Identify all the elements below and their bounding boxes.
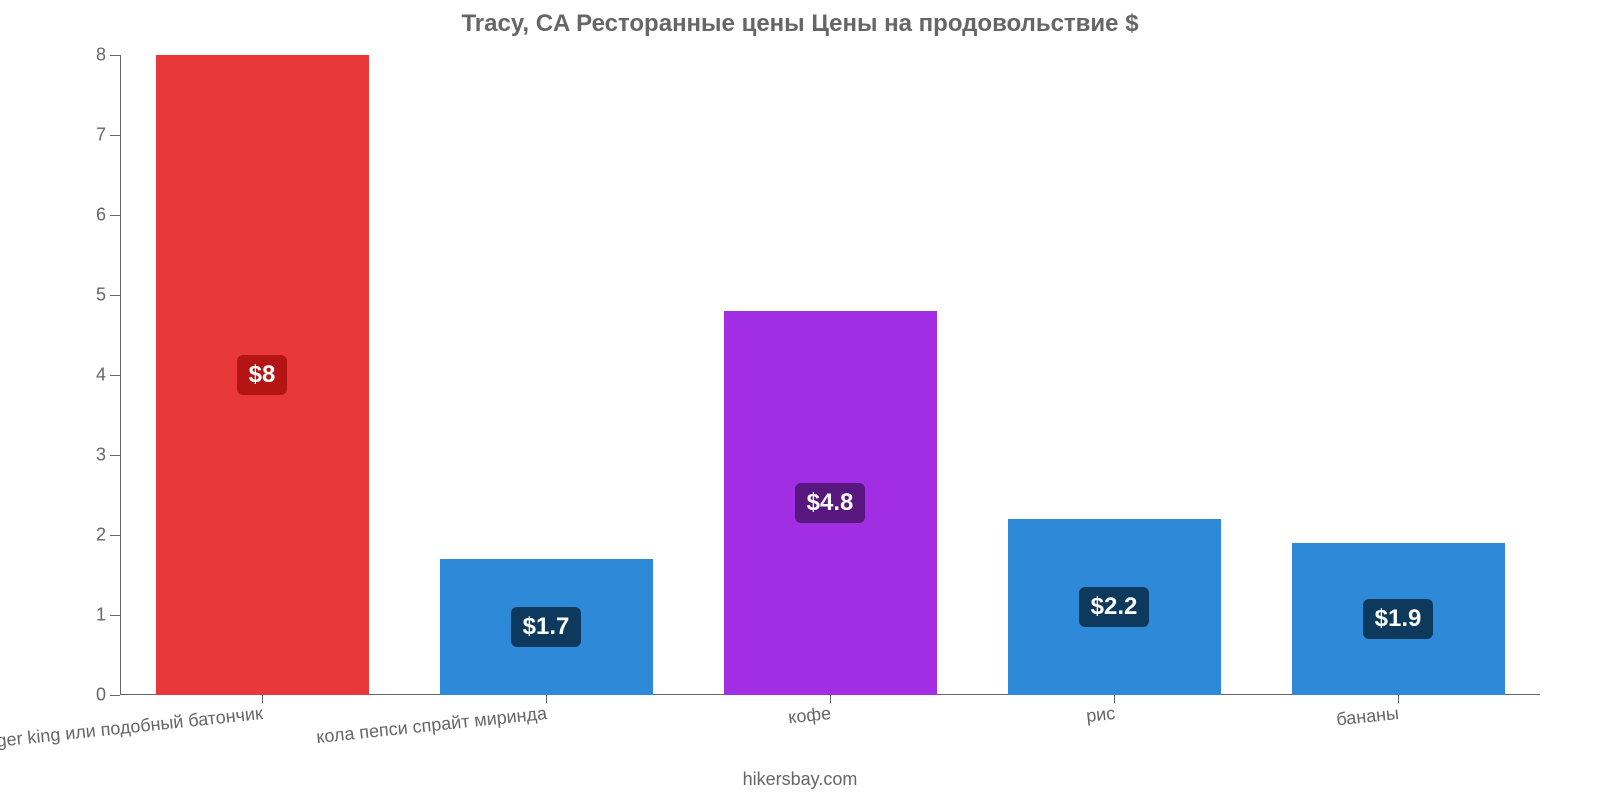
y-tick-label: 3 — [46, 445, 106, 466]
y-tick — [110, 695, 120, 696]
y-tick-label: 7 — [46, 125, 106, 146]
bar-value-label: $1.9 — [1363, 599, 1434, 639]
y-tick-label: 0 — [46, 685, 106, 706]
price-bar-chart: Tracy, CA Ресторанные цены Цены на продо… — [0, 0, 1600, 800]
y-tick-label: 8 — [46, 45, 106, 66]
bar-value-wrap: $8 — [156, 355, 369, 395]
y-tick — [110, 615, 120, 616]
y-tick — [110, 375, 120, 376]
y-tick — [110, 215, 120, 216]
x-tick-label: mac burger king или подобный батончик — [0, 703, 264, 759]
y-tick-label: 2 — [46, 525, 106, 546]
bar: $8 — [156, 55, 369, 695]
y-tick-label: 6 — [46, 205, 106, 226]
plot-area: 012345678$8mac burger king или подобный … — [120, 55, 1540, 695]
y-tick — [110, 295, 120, 296]
bar-value-label: $4.8 — [795, 483, 866, 523]
x-tick-label: бананы — [1336, 703, 1401, 730]
bar: $1.9 — [1292, 543, 1505, 695]
x-tick-label: рис — [1085, 703, 1116, 727]
y-tick — [110, 455, 120, 456]
y-tick-label: 4 — [46, 365, 106, 386]
x-tick-label: кола пепси спрайт миринда — [315, 703, 548, 748]
y-tick-label: 1 — [46, 605, 106, 626]
bar-value-wrap: $4.8 — [724, 483, 937, 523]
x-tick — [1398, 695, 1399, 703]
chart-footer: hikersbay.com — [0, 769, 1600, 790]
bar: $2.2 — [1008, 519, 1221, 695]
x-tick — [262, 695, 263, 703]
bar: $1.7 — [440, 559, 653, 695]
y-tick — [110, 55, 120, 56]
bar-value-label: $8 — [237, 355, 288, 395]
x-tick-label: кофе — [787, 703, 832, 728]
bar-value-wrap: $2.2 — [1008, 587, 1221, 627]
bar-value-label: $1.7 — [511, 607, 582, 647]
bar-value-wrap: $1.9 — [1292, 599, 1505, 639]
y-tick-label: 5 — [46, 285, 106, 306]
y-tick — [110, 135, 120, 136]
bar-value-label: $2.2 — [1079, 587, 1150, 627]
bar: $4.8 — [724, 311, 937, 695]
bar-value-wrap: $1.7 — [440, 607, 653, 647]
x-tick — [1114, 695, 1115, 703]
x-tick — [546, 695, 547, 703]
x-tick — [830, 695, 831, 703]
y-tick — [110, 535, 120, 536]
chart-title: Tracy, CA Ресторанные цены Цены на продо… — [0, 0, 1600, 38]
y-axis — [120, 55, 121, 695]
